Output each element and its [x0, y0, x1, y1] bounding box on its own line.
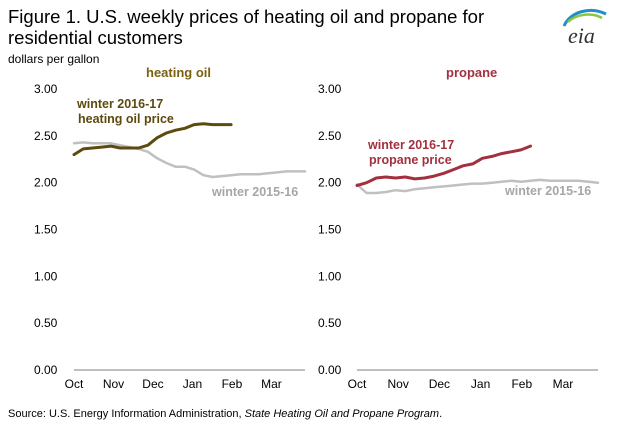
heating-oil-x-tick-label: Oct — [65, 377, 84, 391]
heating-oil-x-tick-label: Jan — [183, 377, 202, 391]
propane-series-label: winter 2016-17 — [367, 138, 454, 152]
logo-text: eia — [568, 23, 595, 48]
heating-oil-series-label: winter 2016-17 — [76, 97, 163, 111]
heating-oil-panel-title: heating oil — [146, 65, 211, 80]
source-note: Source: U.S. Energy Information Administ… — [8, 408, 442, 420]
propane-x-tick-label: Oct — [348, 377, 367, 391]
propane-y-tick-label: 2.50 — [318, 129, 342, 143]
propane-series-line-current — [355, 144, 532, 187]
units-label: dollars per gallon — [8, 52, 100, 66]
propane-series-label: winter 2015-16 — [504, 184, 591, 198]
propane-panel-title: propane — [446, 65, 497, 80]
heating-oil-y-tick-label: 1.00 — [34, 269, 58, 283]
heating-oil-x-tick-label: Mar — [261, 377, 282, 391]
propane-x-tick-label: Dec — [429, 377, 450, 391]
heating-oil-y-tick-label: 3.00 — [34, 82, 58, 96]
logo-swoosh-blue — [562, 9, 607, 27]
propane-y-tick-label: 1.50 — [318, 223, 342, 237]
source-suffix: . — [439, 408, 443, 420]
heating-oil-x-tick-label: Feb — [222, 377, 243, 391]
heating-oil-series-label: heating oil price — [78, 112, 174, 126]
logo-swoosh-green — [567, 13, 603, 23]
source-program: State Heating Oil and Propane Program — [244, 408, 440, 420]
heating-oil-x-tick-label: Nov — [103, 377, 124, 391]
propane-series-label: propane price — [369, 153, 452, 167]
propane-x-tick-label: Feb — [511, 377, 532, 391]
propane-x-tick-label: Jan — [471, 377, 490, 391]
propane-y-tick-label: 0.50 — [318, 316, 342, 330]
propane-y-tick-label: 0.00 — [318, 363, 342, 377]
heating-oil-y-tick-label: 1.50 — [34, 223, 58, 237]
propane-series-line-prior — [355, 178, 600, 195]
heating-oil-series-label: winter 2015-16 — [211, 185, 298, 199]
heating-oil-y-tick-label: 0.00 — [34, 363, 58, 377]
heating-oil-series-line-prior — [72, 141, 307, 179]
propane-y-tick-label: 1.00 — [318, 269, 342, 283]
heating-oil-y-tick-label: 0.50 — [34, 316, 58, 330]
heating-oil-x-tick-label: Dec — [142, 377, 163, 391]
propane-y-tick-label: 3.00 — [318, 82, 342, 96]
eia-logo: eia — [562, 9, 607, 48]
heating-oil-y-tick-label: 2.00 — [34, 176, 58, 190]
propane-x-tick-label: Nov — [388, 377, 409, 391]
heating-oil-series-line-current — [72, 122, 233, 157]
heating-oil-y-tick-label: 2.50 — [34, 129, 58, 143]
propane-y-tick-label: 2.00 — [318, 176, 342, 190]
propane-x-tick-label: Mar — [553, 377, 574, 391]
chart-title: Figure 1. U.S. weekly prices of heating … — [8, 6, 485, 48]
source-prefix: Source: U.S. Energy Information Administ… — [8, 408, 245, 420]
